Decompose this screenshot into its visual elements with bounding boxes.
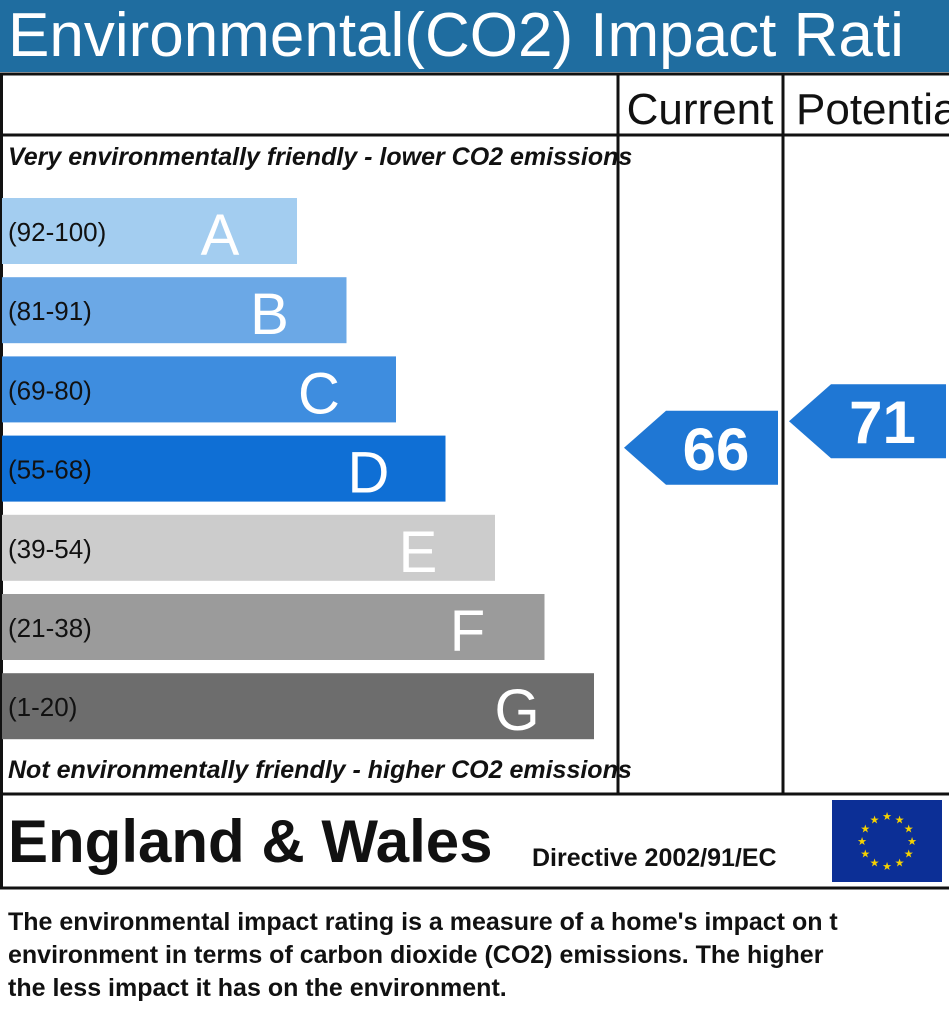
band-range-b: (81-91)	[8, 296, 92, 326]
potential-rating-arrow	[789, 384, 946, 459]
top-note: Very environmentally friendly - lower CO…	[8, 143, 632, 171]
title-bar: Environmental(CO2) Impact Rati	[0, 0, 949, 72]
eu-star: ★	[870, 813, 880, 826]
footer-line: The environmental impact rating is a mea…	[8, 908, 838, 936]
band-letter-e: E	[399, 520, 438, 585]
potential-rating-value: 71	[849, 389, 916, 456]
chart-title: Environmental(CO2) Impact Rati	[8, 1, 904, 70]
eu-star: ★	[860, 848, 870, 861]
bottom-note: Not environmentally friendly - higher CO…	[8, 756, 632, 784]
eu-star: ★	[857, 835, 867, 848]
band-letter-c: C	[298, 361, 340, 426]
band-letter-f: F	[450, 599, 485, 664]
band-range-e: (39-54)	[8, 534, 92, 564]
region-label: England & Wales	[8, 808, 493, 875]
band-range-a: (92-100)	[8, 217, 106, 247]
band-c	[2, 356, 396, 423]
band-range-d: (55-68)	[8, 455, 92, 485]
band-letter-g: G	[494, 678, 539, 743]
current-column-header: Current	[627, 85, 774, 134]
eu-star: ★	[870, 857, 880, 870]
eu-flag-icon: ★ ★★★★★★★★★★★	[832, 800, 942, 882]
eu-star: ★	[882, 860, 892, 873]
band-letter-b: B	[250, 282, 289, 347]
footer-line: the less impact it has on the environmen…	[8, 974, 507, 1002]
band-d	[2, 435, 446, 502]
chart-frame	[0, 72, 949, 890]
eu-star: ★	[882, 810, 892, 823]
band-letter-a: A	[201, 203, 240, 268]
potential-column-header: Potentia	[796, 85, 949, 134]
band-range-f: (21-38)	[8, 613, 92, 643]
band-a	[2, 198, 297, 264]
band-f	[2, 594, 545, 660]
eu-star: ★	[895, 857, 905, 870]
band-b	[2, 277, 347, 344]
rating-arrows: 66 71	[624, 384, 946, 485]
footer-line: environment in terms of carbon dioxide (…	[8, 941, 824, 969]
directive-label: Directive 2002/91/EC	[532, 844, 777, 872]
eu-star: ★	[860, 823, 870, 836]
eu-star: ★	[907, 835, 917, 848]
band-range-c: (69-80)	[8, 375, 92, 405]
eu-star: ★	[895, 813, 905, 826]
rating-bands: (92-100) A (81-91) B (69-80) C (55-68) D (39-54)…	[2, 198, 594, 743]
band-e	[2, 514, 495, 581]
footer-text: The environmental impact rating is a mea…	[8, 906, 949, 1005]
band-g	[2, 673, 594, 740]
rating-chart: Current Potentia Very environmentally fr…	[0, 72, 949, 890]
band-range-g: (1-20)	[8, 692, 77, 722]
current-rating-value: 66	[683, 416, 750, 483]
band-letter-d: D	[348, 441, 390, 506]
current-rating-arrow	[624, 410, 778, 485]
eu-star: ★	[904, 848, 914, 861]
eu-star: ★	[904, 823, 914, 836]
